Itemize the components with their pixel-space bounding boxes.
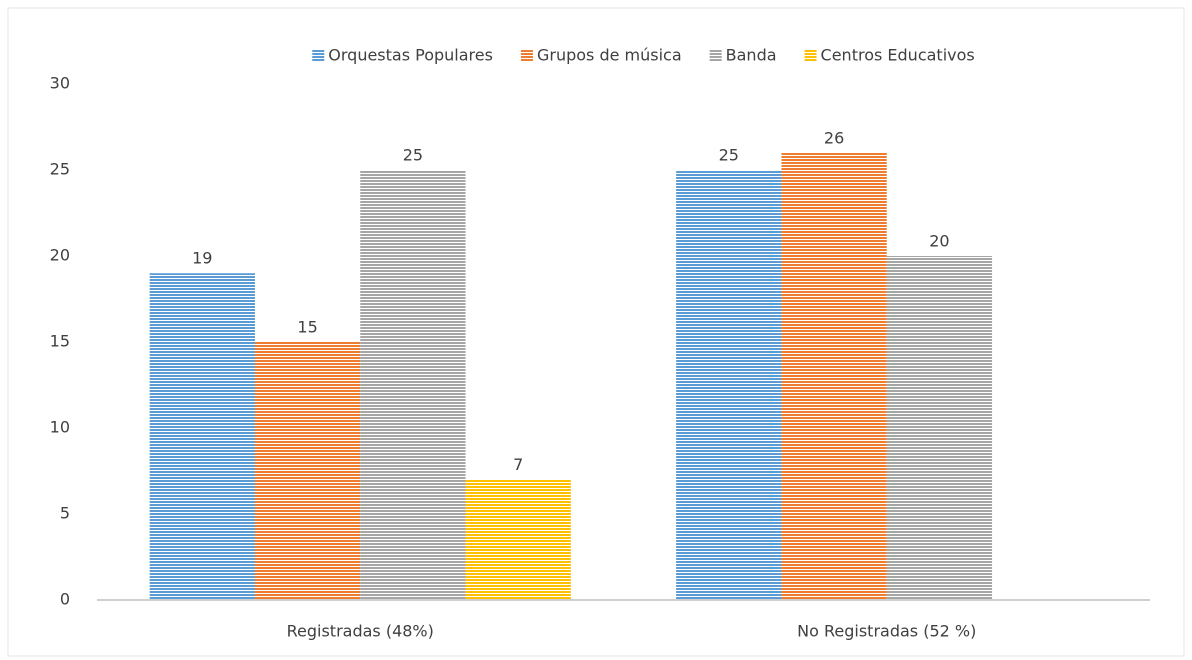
legend-swatch <box>312 50 325 62</box>
bar <box>676 170 782 600</box>
y-tick-label: 25 <box>50 160 70 179</box>
legend-label: Grupos de música <box>537 46 682 65</box>
legend-item: Grupos de música <box>520 46 682 65</box>
legend-swatch <box>520 50 533 62</box>
x-tick-label: No Registradas (52 %) <box>797 622 976 641</box>
legend-item: Banda <box>709 46 777 65</box>
legend-item: Orquestas Populares <box>312 46 493 65</box>
legend-label: Orquestas Populares <box>328 46 493 65</box>
bar <box>149 273 255 600</box>
data-label: 15 <box>297 318 317 337</box>
bar <box>360 170 466 600</box>
y-tick-label: 15 <box>50 332 70 351</box>
x-tick-label: Registradas (48%) <box>287 622 434 641</box>
data-label: 7 <box>513 455 523 474</box>
data-label: 20 <box>929 232 949 251</box>
bar <box>254 342 361 600</box>
y-tick-label: 0 <box>60 590 70 609</box>
data-label: 26 <box>824 128 844 147</box>
bar <box>781 152 887 601</box>
legend-label: Banda <box>726 46 777 65</box>
y-tick-label: 10 <box>50 418 70 437</box>
y-tick-label: 30 <box>50 74 70 93</box>
data-label: 25 <box>719 146 739 165</box>
data-label: 19 <box>192 249 212 268</box>
data-label: 25 <box>403 146 423 165</box>
legend-swatch <box>709 50 722 62</box>
legend-label: Centros Educativos <box>821 46 975 65</box>
bar <box>886 256 993 600</box>
y-tick-label: 5 <box>60 504 70 523</box>
legend-swatch <box>804 50 817 62</box>
bar <box>465 479 571 600</box>
legend-item: Centros Educativos <box>804 46 975 65</box>
y-tick-label: 20 <box>50 246 70 265</box>
